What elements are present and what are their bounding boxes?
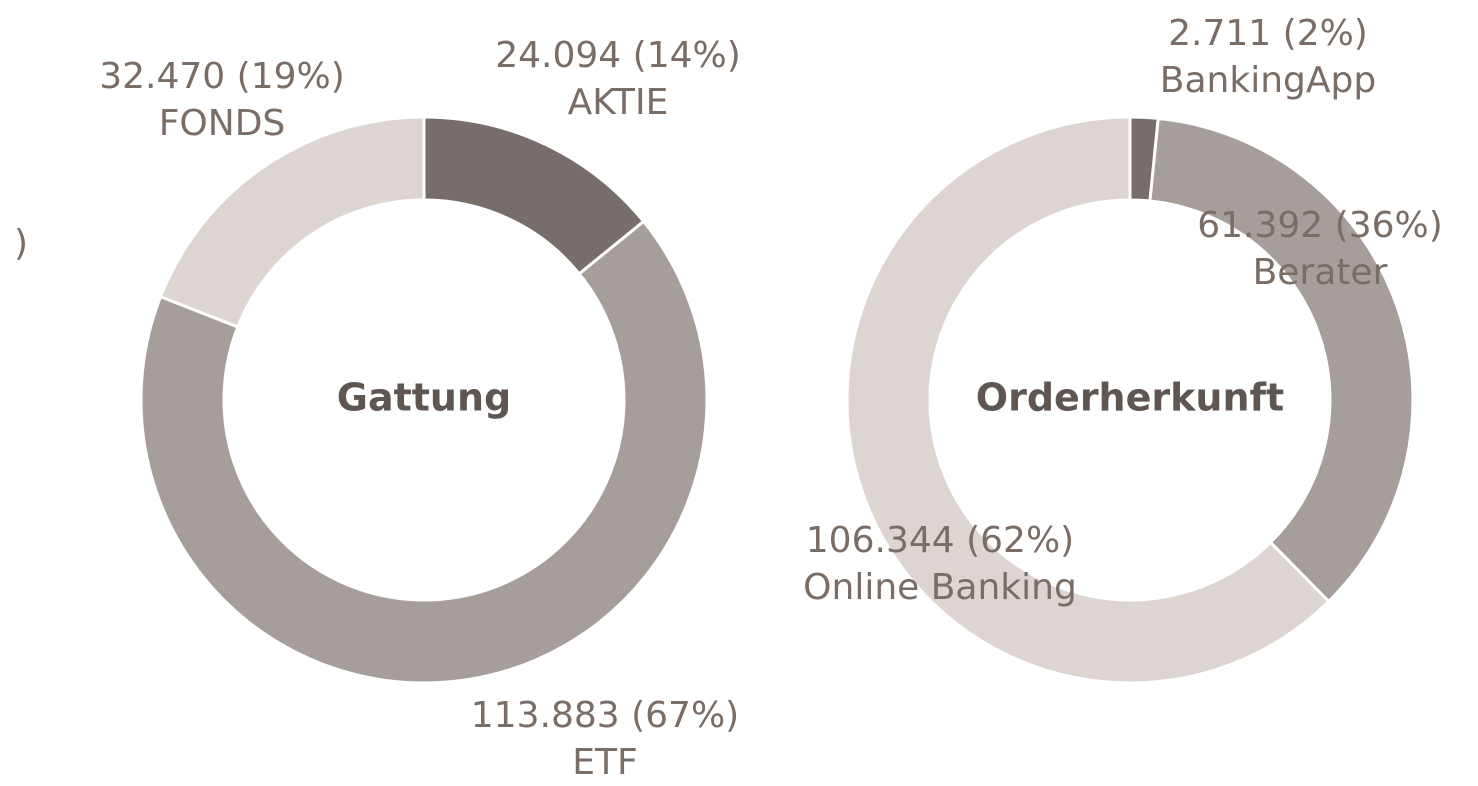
slice — [158, 115, 426, 329]
clipped-label: ) — [14, 223, 28, 264]
center-title: Orderherkunft — [976, 376, 1284, 420]
value-label: 2.711 (2%) — [1168, 13, 1368, 54]
category-label: Berater — [1253, 252, 1388, 293]
slice — [845, 115, 1331, 685]
category-label: Online Banking — [803, 567, 1077, 608]
value-label: 61.392 (36%) — [1197, 205, 1443, 246]
value-label: 106.344 (62%) — [806, 520, 1074, 561]
category-label: ETF — [572, 742, 637, 783]
slice — [139, 219, 709, 685]
value-label: 113.883 (67%) — [471, 695, 739, 736]
value-label: 32.470 (19%) — [99, 56, 345, 97]
category-label: AKTIE — [568, 82, 669, 123]
value-label: 24.094 (14%) — [495, 35, 741, 76]
slice — [1148, 116, 1415, 604]
category-label: BankingApp — [1160, 60, 1376, 101]
center-title: Gattung — [337, 376, 511, 420]
category-label: FONDS — [159, 103, 286, 144]
